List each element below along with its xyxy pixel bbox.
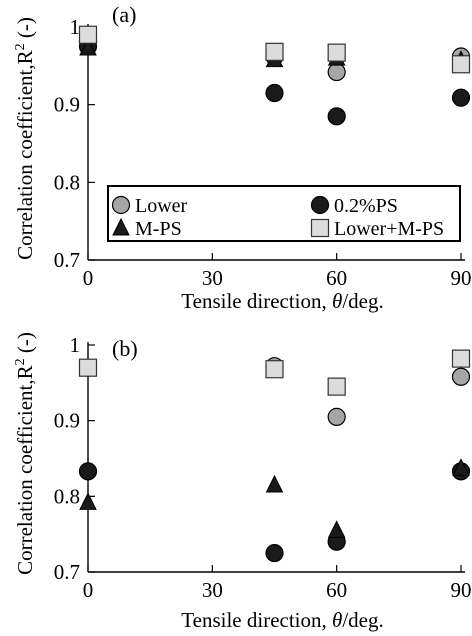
data-point <box>265 83 284 103</box>
x-tick-label: 0 <box>83 266 94 290</box>
series-lower-m-ps <box>78 25 471 74</box>
panel-label: (b) <box>112 336 138 361</box>
legend-label: M-PS <box>135 218 182 240</box>
data-point <box>265 42 284 61</box>
x-tick-label: 60 <box>326 578 347 602</box>
data-point <box>79 492 97 510</box>
chart-panel-1: 0 30 60 90 0.7 0.8 0.9 1 (a) Tensile direction, θ… <box>13 2 472 313</box>
data-point <box>451 88 471 107</box>
data-point <box>265 543 284 563</box>
x-tick-label: 30 <box>202 578 223 602</box>
y-tick-label: 0.9 <box>54 409 80 433</box>
legend: Lower 0.2%PS M-PS Lower+M-PS <box>107 185 461 242</box>
data-point <box>79 37 97 56</box>
data-point <box>451 55 471 74</box>
legend-label: 0.2%PS <box>334 195 398 217</box>
x-tick-label: 90 <box>451 578 472 602</box>
y-axis-label: Correlation coefficient,R2 (-) <box>13 332 37 575</box>
data-point <box>327 407 346 426</box>
legend-marker <box>310 195 330 215</box>
legend-marker <box>310 218 330 238</box>
legend-box <box>107 185 461 242</box>
legend-label: Lower <box>135 195 188 217</box>
legend-label: Lower+M-PS <box>334 218 444 240</box>
data-point <box>78 358 98 377</box>
legend-marker <box>111 195 131 215</box>
data-point <box>327 62 346 82</box>
series-lower-m-ps <box>78 349 471 396</box>
data-point <box>327 377 346 396</box>
y-tick-label: 0.8 <box>54 170 80 194</box>
y-tick-label: 1 <box>70 15 81 39</box>
y-tick-label: 0.7 <box>54 248 80 272</box>
data-point <box>452 458 470 476</box>
x-tick-label: 90 <box>451 266 472 290</box>
data-point <box>78 25 98 44</box>
series-m-ps <box>79 458 470 538</box>
data-point <box>265 360 284 379</box>
y-tick-label: 0.7 <box>54 560 80 584</box>
y-tick-label: 0.9 <box>54 93 80 117</box>
panel-label: (a) <box>112 2 136 27</box>
y-tick-label: 1 <box>70 333 81 357</box>
chart-panel-2: 0 30 60 90 0.7 0.8 0.9 1 (b) Tensile direction, θ… <box>13 332 472 632</box>
y-tick-label: 0.8 <box>54 484 80 508</box>
data-point <box>451 349 471 368</box>
data-point <box>78 462 98 481</box>
data-point <box>327 520 346 538</box>
x-axis-label: Tensile direction, θ/deg. <box>181 608 383 632</box>
data-point <box>327 107 346 126</box>
data-point <box>327 43 346 62</box>
x-axis-label: Tensile direction, θ/deg. <box>181 289 383 313</box>
data-point <box>451 367 471 386</box>
x-tick-label: 60 <box>326 266 347 290</box>
legend-marker <box>112 217 130 236</box>
x-tick-label: 0 <box>83 578 94 602</box>
data-point <box>265 474 284 493</box>
x-tick-label: 30 <box>202 266 223 290</box>
y-axis-label: Correlation coefficient,R2 (-) <box>13 17 37 260</box>
